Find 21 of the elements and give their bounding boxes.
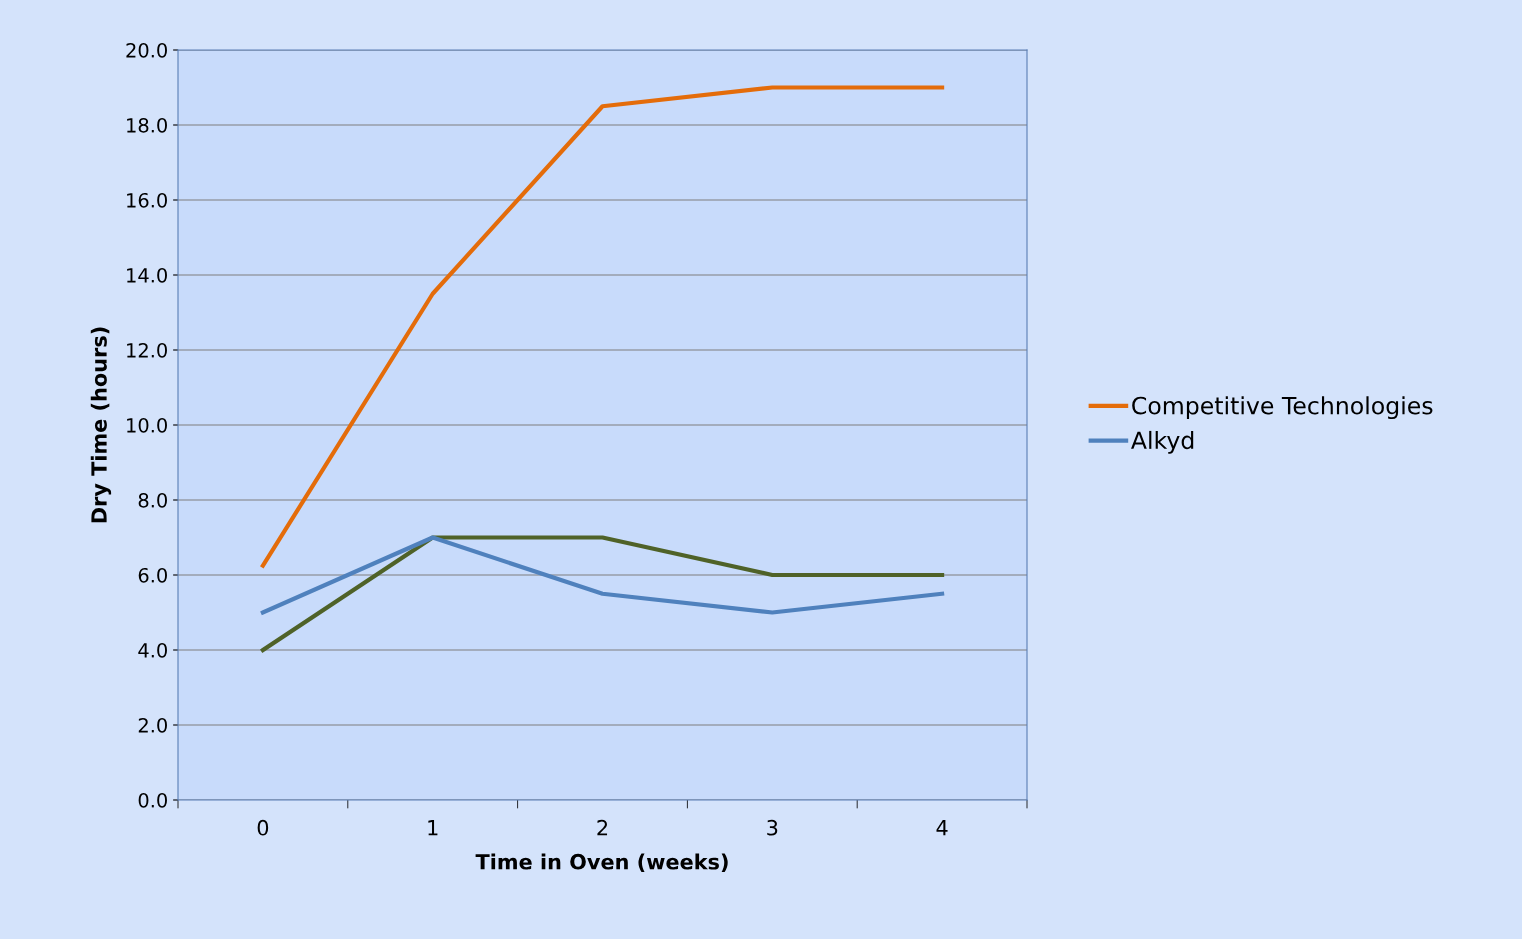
y-tick-label: 6.0 xyxy=(138,567,167,583)
legend-label: Alkyd xyxy=(1131,430,1194,454)
line-series xyxy=(260,85,945,568)
legend-label: Competitive Technologies xyxy=(1132,396,1433,420)
y-tick-label: 8.0 xyxy=(138,492,167,508)
y-tick-label: 4.0 xyxy=(138,642,167,658)
x-tick-label: 1 xyxy=(428,820,438,836)
x-tick-label: 4 xyxy=(936,820,948,836)
y-tick-label: 14.0 xyxy=(127,267,167,283)
y-tick-label: 0.0 xyxy=(138,792,167,808)
y-tick-label: 20.0 xyxy=(126,42,167,58)
y-tick-label: 2.0 xyxy=(138,717,167,733)
y-axis-title: Dry Time (hours) xyxy=(90,327,112,523)
y-tick-label: 16.0 xyxy=(127,192,167,208)
x-axis-title: Time in Oven (weeks) xyxy=(475,853,728,873)
x-tick-label: 3 xyxy=(767,819,778,836)
x-tick-label: 2 xyxy=(597,819,608,836)
x-tick-label: 0 xyxy=(257,819,269,836)
y-tick-label: 10.0 xyxy=(127,417,167,433)
y-tick-label: 18.0 xyxy=(127,117,167,133)
y-tick-label: 12.0 xyxy=(127,342,167,358)
